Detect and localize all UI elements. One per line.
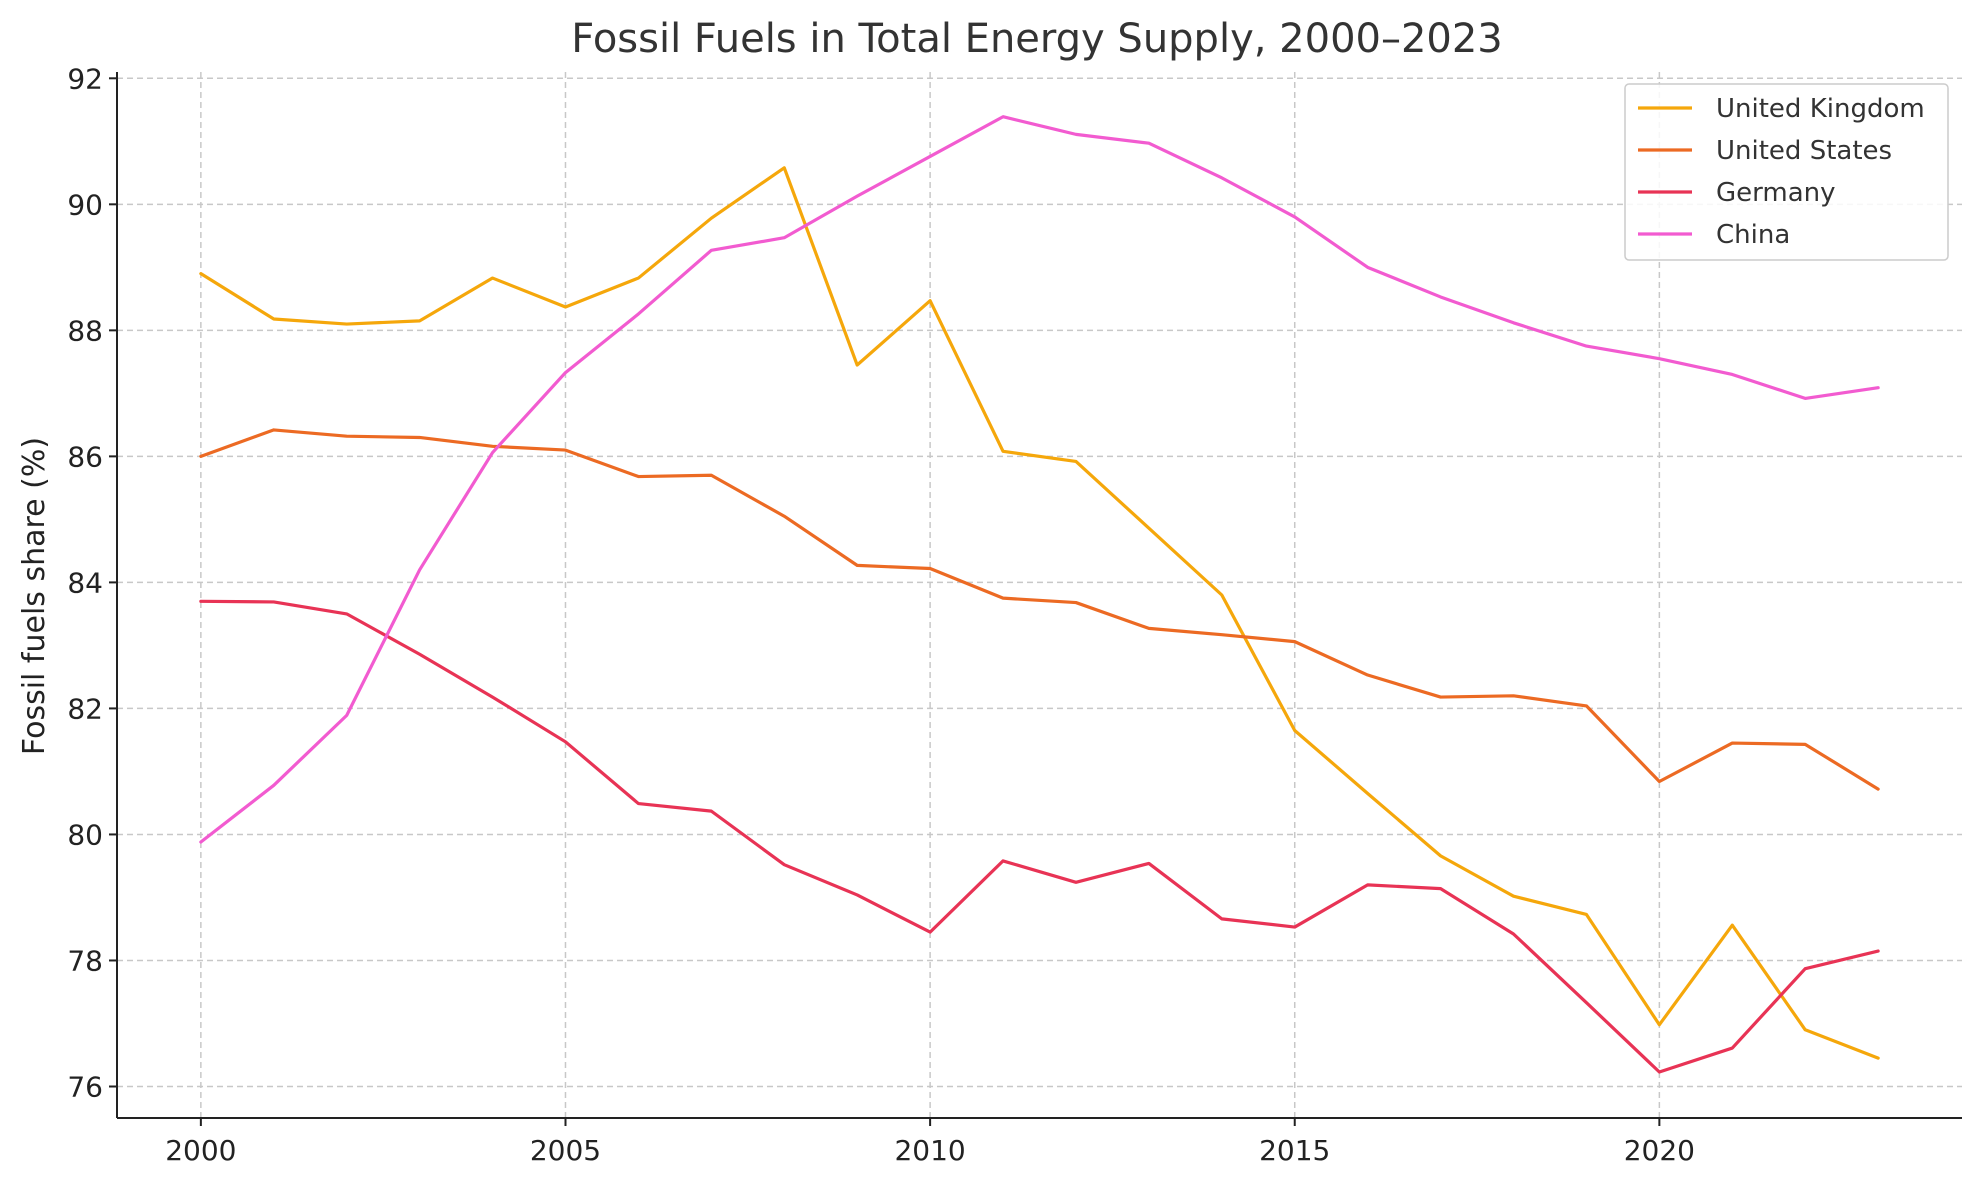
x-tick-label: 2010 bbox=[894, 1134, 965, 1167]
legend-frame bbox=[1624, 83, 1949, 261]
axes bbox=[116, 72, 1962, 1119]
series-line-germany bbox=[199, 599, 1880, 1074]
series-line-united-kingdom bbox=[199, 166, 1880, 1060]
y-tick-label: 90 bbox=[67, 188, 103, 221]
x-ticks: 2000 2005 2010 2015 2020 bbox=[165, 1118, 1695, 1167]
x-tick-label: 2000 bbox=[165, 1134, 236, 1167]
y-tick-label: 78 bbox=[67, 944, 103, 977]
y-tick-label: 92 bbox=[67, 62, 103, 95]
legend-label-china: China bbox=[1716, 220, 1790, 250]
y-tick-label: 86 bbox=[67, 440, 103, 473]
chart-title: Fossil Fuels in Total Energy Supply, 200… bbox=[571, 16, 1503, 62]
y-tick-label: 80 bbox=[67, 818, 103, 851]
x-tick-label: 2020 bbox=[1624, 1134, 1695, 1167]
legend-label-germany: Germany bbox=[1716, 178, 1836, 208]
y-tick-label: 84 bbox=[67, 566, 103, 599]
y-ticks: 76 78 80 82 84 86 88 90 92 bbox=[67, 62, 117, 1103]
legend: United Kingdom United States Germany China bbox=[1624, 83, 1949, 261]
legend-label-united-states: United States bbox=[1716, 136, 1892, 166]
y-tick-label: 82 bbox=[67, 692, 103, 725]
x-tick-label: 2005 bbox=[530, 1134, 601, 1167]
legend-label-united-kingdom: United Kingdom bbox=[1716, 94, 1925, 124]
series-line-united-states bbox=[199, 428, 1880, 791]
series-lines bbox=[199, 115, 1880, 1074]
y-tick-label: 88 bbox=[67, 314, 103, 347]
series-line-china bbox=[199, 115, 1880, 844]
y-axis-label: Fossil fuels share (%) bbox=[17, 437, 52, 755]
y-tick-label: 76 bbox=[67, 1070, 103, 1103]
x-tick-label: 2015 bbox=[1259, 1134, 1330, 1167]
